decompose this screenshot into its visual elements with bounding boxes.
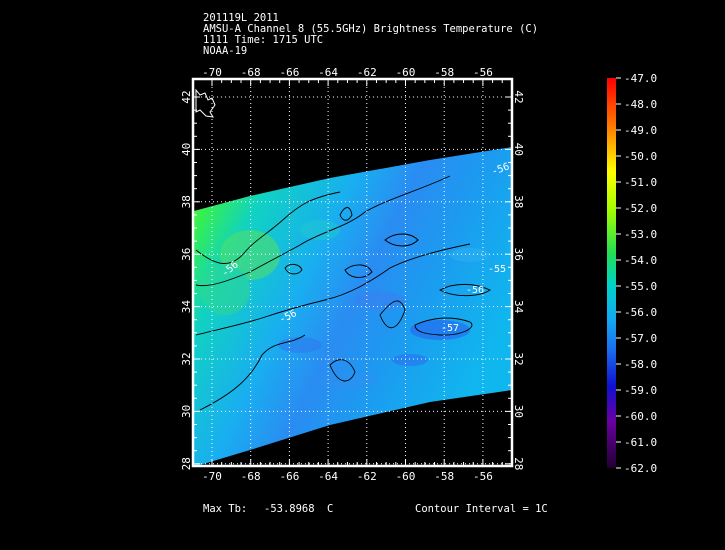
lat-tick-label-left: 38: [180, 195, 193, 208]
lon-tick-label-top: -62: [357, 66, 377, 79]
lon-tick-label-bottom: -60: [396, 470, 416, 483]
lat-tick-label-right: 36: [512, 248, 525, 261]
axis-ticks: [193, 79, 513, 466]
title-line-satellite: NOAA-19: [203, 45, 248, 57]
colorbar-label: -55.0: [624, 280, 657, 293]
colorbar-label: -50.0: [624, 150, 657, 163]
lat-tick-label-left: 32: [180, 352, 193, 365]
lon-tick-label-bottom: -66: [279, 470, 299, 483]
lon-tick-label-top: -68: [241, 66, 261, 79]
axis-tick-labels: -70 -70 -68 -68 -66 -66 -64 -64 -62 -62 -60 -60 -58 -…: [180, 66, 525, 483]
lon-tick-label-bottom: -68: [241, 470, 261, 483]
lon-tick-label-top: -56: [473, 66, 493, 79]
colorbar-label: -56.0: [624, 306, 657, 319]
lon-tick-label-top: -66: [279, 66, 299, 79]
contour-label: -57: [441, 323, 459, 334]
lat-lon-grid: [193, 79, 512, 466]
colorbar: [607, 78, 616, 468]
title-line-time: 1111 Time: 1715 UTC: [203, 34, 324, 46]
contour-label: -55: [488, 264, 506, 275]
lon-tick-label-bottom: -70: [202, 470, 222, 483]
colorbar-label: -59.0: [624, 384, 657, 397]
lon-tick-label-top: -60: [396, 66, 416, 79]
lon-tick-label-top: -58: [434, 66, 454, 79]
lat-tick-label-right: 32: [512, 352, 525, 365]
colorbar-label: -49.0: [624, 124, 657, 137]
title-line-storm: 201119L 2011: [203, 12, 279, 24]
max-tb-label: Max Tb:: [203, 503, 248, 515]
contour-lines: [195, 175, 491, 411]
colorbar-label: -51.0: [624, 176, 657, 189]
colorbar-label: -58.0: [624, 358, 657, 371]
lon-tick-label-bottom: -56: [473, 470, 493, 483]
lat-tick-label-right: 28: [512, 457, 525, 470]
lat-tick-label-left: 30: [180, 405, 193, 418]
lon-tick-label-bottom: -62: [357, 470, 377, 483]
colorbar-label: -48.0: [624, 98, 657, 111]
lon-tick-label-top: -64: [318, 66, 338, 79]
max-tb-value: -53.8968: [264, 503, 315, 515]
lat-tick-label-right: 34: [512, 300, 525, 314]
lat-tick-label-right: 38: [512, 195, 525, 208]
plot-frame: [191, 77, 514, 468]
title-line-product: AMSU-A Channel 8 (55.5GHz) Brightness Te…: [203, 23, 539, 35]
coastline: [195, 88, 216, 118]
colorbar-labels: -47.0 -48.0 -49.0 -50.0 -51.0 -52.0 -53.0 -54.0…: [616, 72, 657, 475]
lon-tick-label-top: -70: [202, 66, 222, 79]
contour-label: -56: [466, 285, 484, 296]
contour-interval: Contour Interval = 1C: [415, 503, 548, 515]
lat-tick-label-right: 40: [512, 143, 525, 156]
lat-tick-label-left: 34: [180, 300, 193, 314]
colorbar-label: -52.0: [624, 202, 657, 215]
colorbar-label: -54.0: [624, 254, 657, 267]
colorbar-label: -57.0: [624, 332, 657, 345]
colorbar-label: -60.0: [624, 410, 657, 423]
data-swath: [193, 147, 512, 466]
lat-tick-label-left: 28: [180, 457, 193, 470]
lat-tick-label-left: 42: [180, 90, 193, 103]
lat-tick-label-left: 40: [180, 143, 193, 156]
colorbar-label: -53.0: [624, 228, 657, 241]
colorbar-label: -47.0: [624, 72, 657, 85]
colorbar-label: -61.0: [624, 436, 657, 449]
lon-tick-label-bottom: -64: [318, 470, 338, 483]
colorbar-label: -62.0: [624, 462, 657, 475]
max-tb-unit: C: [327, 503, 334, 515]
lat-tick-label-right: 42: [512, 90, 525, 103]
lat-tick-label-right: 30: [512, 405, 525, 418]
lat-tick-label-left: 36: [180, 248, 193, 261]
lon-tick-label-bottom: -58: [434, 470, 454, 483]
